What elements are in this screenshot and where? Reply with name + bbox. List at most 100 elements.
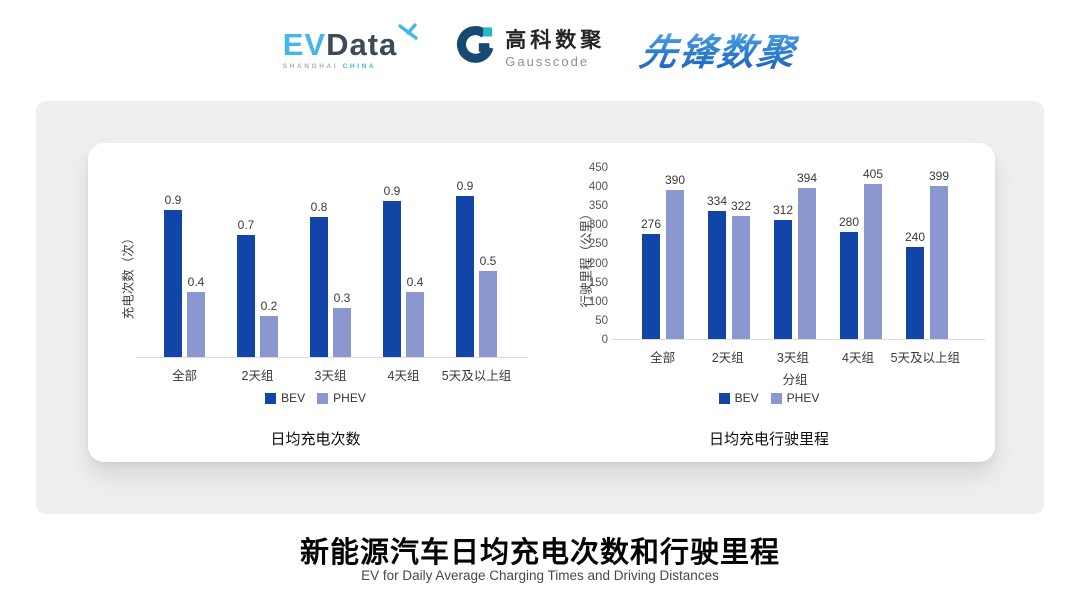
category-label: 3天组 [314,369,347,383]
bar-column: 0.2 [260,299,278,357]
y-axis-tick: 0 [601,334,608,346]
bar-column: 0.8 [310,200,328,357]
bar-group: 0.9 0.4 [367,184,440,357]
category-row: 全部 2天组 3天组 4天组 5天及以上组 [148,365,513,384]
category-label: 全部 [171,369,197,383]
bar-bev [840,232,858,339]
y-axis-label: 充电次数（次） [121,231,136,320]
category-row: 全部 2天组 3天组 4天组 5天及以上组 [630,347,960,366]
page-title: 新能源汽车日均充电次数和行驶里程 [299,537,780,569]
gausscode-logo: 高科数聚 Gausscode [454,25,605,73]
y-axis-tick: 350 [588,200,608,212]
evdata-logo: EV Data SHANGHAI CHINA [282,22,419,70]
bar-value-label: 280 [838,215,860,229]
evdata-shanghai-text: SHANGHAI [282,62,339,70]
ytick-col: 450 400 350 300 250 200 150 100 50 0 [568,143,608,462]
bar-column: 0.5 [479,254,497,357]
evdata-ev-text: EV [282,26,327,62]
bar-value-label: 240 [904,230,926,244]
category-label: 4天组 [387,369,420,383]
evdata-data-text: Data [326,26,398,62]
bar-value-label: 0.8 [310,200,328,214]
bar-bev [774,220,792,339]
category-label: 全部 [650,351,676,365]
bar-bev [237,235,255,357]
bar-bev [708,211,726,339]
bar-bev [383,201,401,357]
chart-charging-times: 充电次数（次） 0.9 0.4 0.7 0.2 0.8 0.3 0.9 0.4 0.9 0.5 全… [88,143,543,462]
bar-value-label: 312 [772,203,794,217]
bar-column: 399 [929,169,949,339]
category-label: 4天组 [842,351,874,365]
bar-column: 0.9 [164,193,182,357]
bar-column: 0.9 [383,184,401,357]
legend-label: BEV [734,391,759,405]
legend-item-bev: BEV [265,391,305,405]
evdata-china-text: CHINA [342,62,377,70]
bar-value-label: 0.9 [383,184,401,198]
bar-phev [187,292,205,357]
logo-row: EV Data SHANGHAI CHINA [0,22,1080,76]
bar-column: 394 [797,171,817,339]
bar-phev [864,184,882,339]
y-axis-tick: 150 [588,277,608,289]
legend-item-phev: PHEV [770,391,820,405]
chart-caption: 日均充电次数 [270,431,361,448]
bar-column: 0.9 [456,179,474,357]
y-axis-tick: 200 [588,258,608,270]
bar-column: 334 [707,194,727,339]
bar-value-label: 0.2 [260,299,278,313]
legend-swatch [265,392,277,404]
chart-driving-distance: 行驶里程（公里） 450 400 350 300 250 200 150 100 50 0 276… [543,143,995,462]
bar-value-label: 390 [664,173,686,187]
bar-value-label: 394 [796,171,818,185]
y-axis-tick: 50 [595,315,608,327]
bar-phev [798,188,816,339]
bar-phev [333,308,351,357]
bar-value-label: 0.5 [479,254,497,268]
legend-swatch [770,392,782,404]
category-label: 2天组 [711,351,744,365]
legend: BEV PHEV [543,391,995,405]
legend-item-bev: BEV [718,391,759,405]
y-axis-tick: 100 [588,296,608,308]
page-subtitle: EV for Daily Average Charging Times and … [361,568,719,583]
bar-value-label: 0.4 [406,275,424,289]
gausscode-text: 高科数聚 Gausscode [505,29,605,68]
bars-row: 0.9 0.4 0.7 0.2 0.8 0.3 0.9 0.4 0.9 0.5 [148,179,513,357]
bar-column: 0.7 [237,218,255,357]
bar-group: 280 405 [828,167,894,339]
legend-label: BEV [281,391,306,405]
bar-value-label: 405 [862,167,884,181]
bar-value-label: 399 [928,169,950,183]
bar-column: 0.4 [187,275,205,357]
bar-value-label: 276 [640,217,662,231]
bar-bev [456,196,474,357]
sparkle-icon [398,22,418,47]
y-axis-tick: 450 [588,162,608,174]
bar-column: 312 [773,203,793,339]
legend-label: PHEV [333,391,366,405]
bar-value-label: 0.3 [333,291,351,305]
bar-phev [260,316,278,357]
bar-phev [732,216,750,339]
bar-value-label: 0.9 [164,193,182,207]
bar-bev [642,234,660,339]
bar-phev [930,186,948,339]
charts-panel: 充电次数（次） 0.9 0.4 0.7 0.2 0.8 0.3 0.9 0.4 0.9 0.5 全… [36,101,1044,514]
bar-column: 0.4 [406,275,424,357]
chart-caption: 日均充电行驶里程 [708,431,829,448]
bars-row: 276 390 334 322 312 394 280 405 240 399 [630,167,960,339]
bar-group: 0.7 0.2 [221,218,294,357]
bar-phev [666,190,684,339]
bar-value-label: 0.7 [237,218,255,232]
legend-swatch [718,392,730,404]
bar-phev [479,271,497,357]
evdata-subtext: SHANGHAI CHINA [283,63,419,70]
bar-column: 240 [905,230,925,339]
category-label: 5天及以上组 [890,351,961,365]
legend-label: PHEV [786,391,820,405]
x-axis-line [136,357,528,358]
bar-phev [406,292,424,357]
